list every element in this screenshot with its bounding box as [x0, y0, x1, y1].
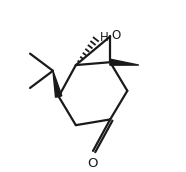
Text: O: O [88, 157, 98, 170]
Text: H: H [100, 31, 109, 44]
Polygon shape [53, 71, 62, 97]
Polygon shape [110, 59, 139, 65]
Text: O: O [111, 29, 121, 41]
